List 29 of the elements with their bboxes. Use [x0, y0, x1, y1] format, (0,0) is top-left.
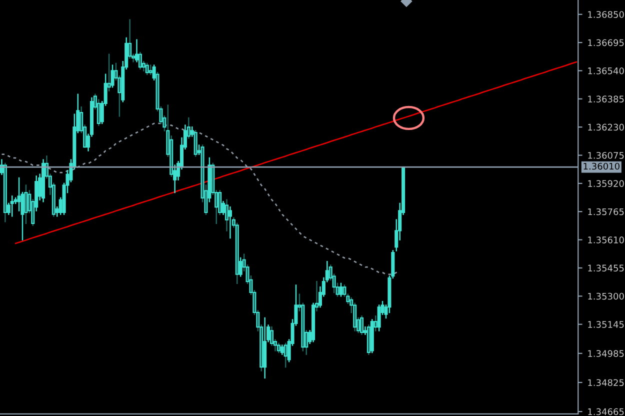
y-tick-label: 1.35610: [588, 236, 624, 244]
y-tick-label: 1.35300: [588, 292, 624, 300]
y-tick-label: 1.35145: [588, 321, 624, 328]
candlestick: [377, 304, 381, 332]
candlestick: [339, 282, 343, 297]
y-tick-label: 1.35765: [588, 208, 624, 216]
line-series: [14, 61, 578, 244]
y-tick-label: 1.36850: [588, 11, 624, 18]
candlestick: [360, 315, 364, 335]
candlestick: [10, 196, 14, 217]
y-tick-label: 1.34985: [588, 350, 624, 357]
y-tick-label: 1.35920: [588, 180, 624, 187]
y-tick-label: 1.34665: [588, 408, 624, 416]
y-tick-label: 1.36695: [588, 39, 624, 46]
y-tick-label: 1.36230: [588, 124, 624, 131]
candlestick: [110, 64, 114, 88]
candlestick: [145, 62, 149, 75]
y-tick-label: 1.36385: [588, 96, 624, 102]
y-tick-label: 1.36075: [588, 152, 624, 159]
ref-line-label: 1.36010: [584, 162, 620, 170]
y-tick-label: 1.34825: [588, 379, 624, 386]
candlestick: [194, 130, 198, 157]
candlestick: [284, 342, 288, 368]
y-tick-label: 1.36540: [588, 67, 624, 74]
y-tick-label: 1.35455: [588, 264, 624, 272]
candlestick: [148, 64, 152, 75]
candlestick: [228, 206, 232, 239]
candlestick: [280, 344, 284, 355]
candlestick: [276, 342, 280, 354]
